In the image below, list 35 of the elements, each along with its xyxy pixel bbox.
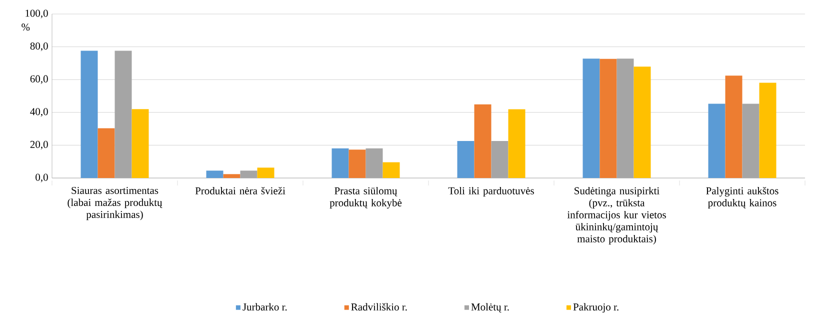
x-tick-label: Siauras asortimentas (labai mažas produktų pasirinkimas) xyxy=(68,186,162,220)
bar xyxy=(634,66,651,178)
bar xyxy=(708,104,726,178)
x-tick-label: Palyginti aukštos produktų kainos xyxy=(706,186,778,208)
bar xyxy=(474,104,492,178)
x-tick-label: Prasta siūlomų produktų kokybė xyxy=(330,186,402,209)
y-tick-label: 0,0 xyxy=(36,174,48,182)
bar xyxy=(508,109,526,178)
bar xyxy=(332,148,349,178)
bar xyxy=(132,109,149,178)
y-axis-title: % xyxy=(22,24,30,31)
bar xyxy=(223,174,240,178)
legend-label: Molėtų r. xyxy=(471,303,509,312)
bar xyxy=(206,170,224,178)
bar xyxy=(725,76,742,178)
bar xyxy=(600,58,617,178)
x-tick-label: Toli iki parduotuvės xyxy=(448,186,534,196)
bar xyxy=(348,150,366,178)
bar xyxy=(80,50,98,178)
y-tick-label: 80,0 xyxy=(30,42,48,52)
x-tick-label: Produktai nėra švieži xyxy=(195,186,286,194)
bar xyxy=(759,82,776,178)
bar xyxy=(257,168,274,178)
y-tick-label: 60,0 xyxy=(30,75,48,84)
x-tick-label: Sudėtinga nusipirkti (pvz., trūksta informacijos kur vietos ūkininkų/gamintojų maisto produktais) xyxy=(567,186,666,244)
bar xyxy=(98,128,115,178)
y-tick-label: 20,0 xyxy=(30,140,48,150)
legend-label: Pakruojo r. xyxy=(573,303,618,313)
legend-label: Radviliškio r. xyxy=(351,303,407,311)
bar xyxy=(382,162,400,178)
legend-label: Jurbarko r. xyxy=(242,303,287,311)
bar xyxy=(582,58,600,178)
y-tick-label: 100,0 xyxy=(26,10,48,18)
bar xyxy=(457,140,474,178)
y-tick-label: 40,0 xyxy=(30,108,48,117)
